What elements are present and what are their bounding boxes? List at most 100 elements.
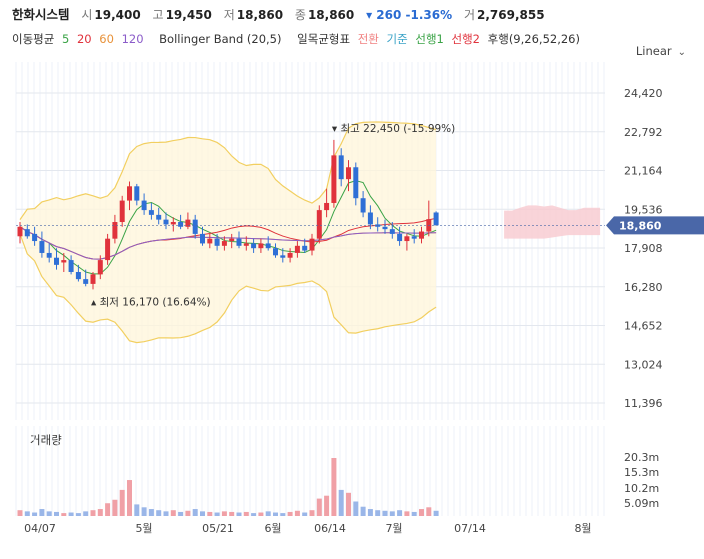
candle-body [24, 229, 30, 237]
volume-bar [404, 511, 410, 516]
candle-body [346, 167, 351, 180]
candle-body [433, 212, 439, 226]
volume-bar [273, 512, 278, 516]
volume-bar [46, 511, 52, 516]
volume-bar [389, 511, 395, 516]
volume-bar [75, 513, 81, 516]
volume-bar [156, 510, 162, 516]
y-tick-label: 11,396 [624, 397, 663, 410]
senkou2-label[interactable]: 선행2 [451, 32, 480, 46]
candle-body [54, 257, 59, 265]
bollinger-label[interactable]: Bollinger Band (20,5) [159, 32, 282, 46]
y-tick-label: 17,908 [624, 242, 663, 255]
stock-name: 한화시스템 [12, 7, 70, 22]
candle-body [105, 238, 111, 261]
candle-body [294, 245, 300, 253]
volume-bar [243, 511, 249, 516]
ma20-label[interactable]: 20 [76, 32, 92, 46]
volume-bar [338, 489, 344, 516]
volume-bar [192, 509, 198, 516]
volume-bar [331, 458, 337, 516]
low-label: 저 [223, 8, 235, 22]
close-value: 18,860 [307, 8, 355, 22]
candle-body [273, 248, 278, 256]
x-tick-label: 8월 [574, 522, 591, 535]
volume-bar [97, 509, 103, 516]
candle-body [148, 210, 154, 215]
volume-bar [214, 512, 220, 516]
open-label: 시 [81, 8, 93, 22]
volume-bar [360, 506, 366, 516]
volume-bar [178, 511, 184, 516]
x-tick-label: 6월 [264, 522, 281, 535]
ma120-line [19, 226, 437, 260]
scale-selector[interactable]: Linear ⌄ [636, 44, 686, 58]
candle-body [229, 238, 235, 242]
ichimoku-label[interactable]: 일목균형표 [297, 32, 351, 46]
candle-body [97, 260, 103, 275]
candle-body [367, 212, 373, 225]
candle-body [280, 255, 286, 258]
volume-bar [83, 511, 89, 516]
y-tick-label: 24,420 [624, 87, 663, 100]
candle-body [251, 243, 257, 249]
volume-bar [251, 513, 257, 516]
ma60-label[interactable]: 60 [99, 32, 114, 46]
high-annotation: ▾ 최고 22,450 (-15.99%) [332, 123, 455, 135]
candle-body [353, 167, 359, 199]
ma5-line [19, 180, 437, 275]
indicator-bar: 이동평균 5 20 60 120 Bollinger Band (20,5) 일… [12, 31, 584, 47]
candle-body [316, 210, 322, 239]
x-tick-label: 06/14 [314, 522, 346, 535]
candle-body [200, 233, 205, 244]
candle-body [90, 274, 96, 284]
ma120-label[interactable]: 120 [121, 32, 144, 46]
senkou1-label[interactable]: 선행1 [415, 32, 444, 46]
chikou-label[interactable]: 후행(9,26,52,26) [487, 32, 580, 46]
volume-bar [61, 513, 67, 516]
volume-bar [346, 492, 351, 516]
candle-body [83, 279, 89, 284]
candle-body [404, 236, 410, 242]
candle-body [302, 245, 308, 251]
candle-body [207, 238, 213, 244]
low-value: 18,860 [236, 8, 284, 22]
volume-bar [200, 511, 205, 516]
candle-body [141, 200, 147, 211]
scale-label: Linear [635, 44, 672, 58]
candle-body [185, 219, 191, 227]
kijun-label[interactable]: 기준 [386, 32, 408, 46]
volume-bar [382, 510, 388, 516]
candle-body [75, 271, 81, 280]
candle-body [119, 200, 125, 223]
candle-body [419, 231, 424, 239]
volume-bar [39, 509, 45, 516]
volume-bar [207, 511, 213, 516]
candle-body [61, 260, 67, 263]
volume-bar [419, 509, 424, 516]
y-tick-label: 13,024 [624, 358, 663, 371]
volume-value: 2,769,855 [477, 8, 545, 22]
volume-bar [367, 509, 373, 516]
ichimoku-cloud-future [504, 205, 601, 239]
ma5-label[interactable]: 5 [61, 32, 70, 46]
current-price-tag [606, 216, 704, 235]
volume-tick-label: 15.3m [624, 466, 659, 479]
candle-body [178, 222, 184, 227]
candle-body [331, 155, 337, 203]
bollinger-upper [19, 121, 437, 220]
candle-body [46, 252, 52, 258]
volume-bar [316, 498, 322, 516]
volume-bar [170, 510, 176, 516]
candle-body [39, 241, 45, 253]
close-label: 종 [294, 8, 306, 22]
volume-bar [127, 480, 132, 516]
candle-body [17, 226, 23, 237]
ma-label[interactable]: 이동평균 [12, 32, 55, 46]
tenkan-label[interactable]: 전환 [357, 32, 379, 46]
volume-bar [309, 510, 315, 516]
candle-body [127, 186, 132, 201]
volume-bar [302, 512, 308, 516]
volume-bar [411, 511, 417, 516]
